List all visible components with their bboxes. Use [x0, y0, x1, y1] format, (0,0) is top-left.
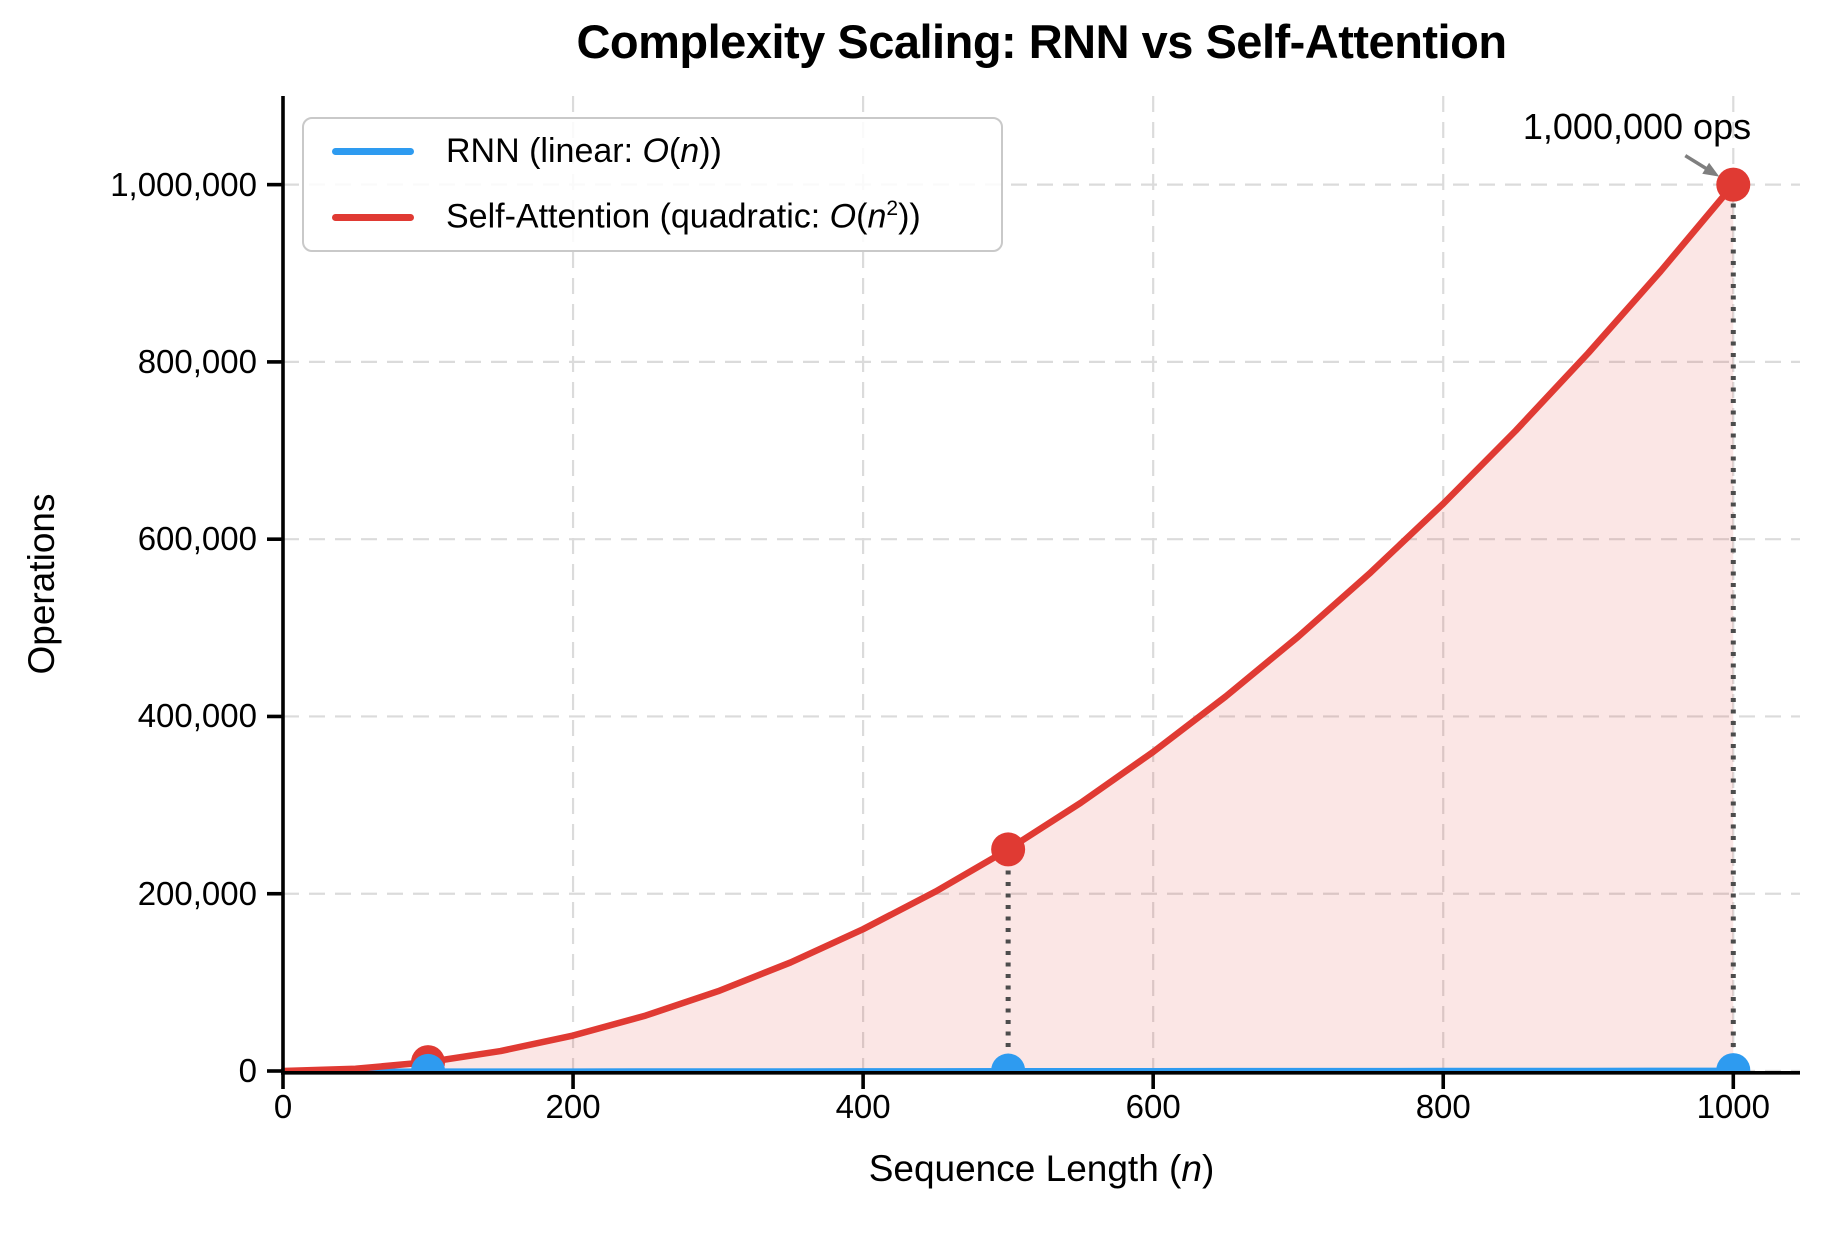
annotation-arrowhead [1702, 162, 1720, 177]
legend-label-self-attention: Self-Attention (quadratic: O(n2)) [446, 197, 921, 236]
annotation-label: 1,000,000 ops [1522, 106, 1752, 147]
y-tick-label: 800,000 [137, 342, 257, 380]
legend-swatch-self-attention [332, 213, 414, 221]
data-marker-rnn [411, 1053, 446, 1071]
y-tick-label: 400,000 [137, 697, 257, 735]
x-tick-label: 800 [1415, 1088, 1471, 1125]
y-tick-label: 600,000 [137, 520, 257, 558]
legend-entry-self-attention: Self-Attention (quadratic: O(n2)) [332, 197, 1001, 236]
y-tick-label: 200,000 [137, 874, 257, 912]
x-axis-label: Sequence Length (n) [868, 1148, 1215, 1189]
legend-label-rnn: RNN (linear: O(n)) [446, 132, 722, 171]
data-marker-self-attention [1716, 167, 1751, 202]
legend: RNN (linear: O(n)) Self-Attention (quadr… [302, 117, 1003, 252]
data-marker-rnn [991, 1053, 1026, 1071]
x-tick-label: 400 [835, 1088, 891, 1125]
y-tick-label: 1,000,000 [110, 165, 257, 203]
series-fill-self-attention [283, 184, 1734, 1071]
data-marker-self-attention [991, 832, 1026, 867]
chart-title: Complexity Scaling: RNN vs Self-Attentio… [576, 15, 1507, 68]
x-tick-label: 200 [545, 1088, 601, 1125]
x-tick-label: 1000 [1696, 1088, 1770, 1125]
data-marker-rnn [1716, 1053, 1751, 1071]
legend-swatch-rnn [332, 148, 414, 156]
x-tick-label: 0 [273, 1088, 293, 1125]
legend-entry-rnn: RNN (linear: O(n)) [332, 132, 1001, 171]
x-tick-label: 600 [1125, 1088, 1181, 1125]
y-tick-label: 0 [238, 1052, 257, 1089]
